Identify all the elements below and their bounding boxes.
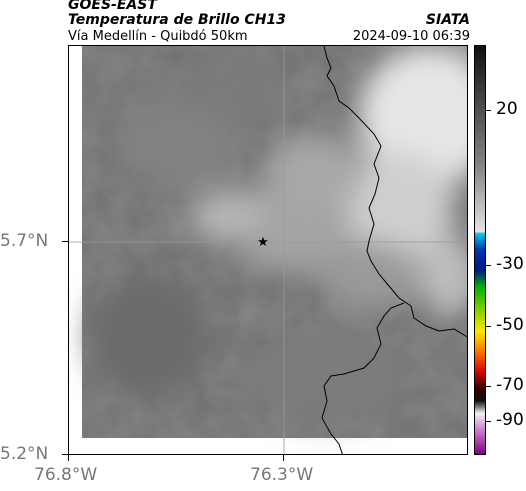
colorbar-tick-mark xyxy=(486,265,491,266)
satellite-map: ★ xyxy=(68,45,468,455)
boundary-line xyxy=(321,302,405,454)
colorbar-label: -50 xyxy=(496,315,524,335)
brightness-temperature-image: ★ xyxy=(69,46,467,454)
colorbar-tick-mark xyxy=(486,326,491,327)
colorbar-label: -90 xyxy=(496,410,524,430)
colorbar-tick-mark xyxy=(486,386,491,387)
temperature-colorbar xyxy=(474,45,486,455)
agency-label: SIATA xyxy=(425,12,470,28)
y-tick-mark xyxy=(62,454,68,455)
star-icon: ★ xyxy=(257,235,269,250)
colorbar-tick-mark xyxy=(486,110,491,111)
timestamp-label: 2024-09-10 06:39 xyxy=(352,29,470,44)
product-title: Temperatura de Brillo CH13 xyxy=(68,12,286,28)
location-label: Vía Medellín - Quibdó 50km xyxy=(68,29,248,44)
colorbar-label: -30 xyxy=(496,254,524,274)
colorbar-label: -70 xyxy=(496,375,524,395)
colorbar-label: 20 xyxy=(496,99,518,119)
x-tick-mark xyxy=(283,455,284,461)
boundary-line xyxy=(323,46,467,338)
x-tick-label: 76.8°W xyxy=(34,465,98,485)
y-tick-label: 5.7°N xyxy=(0,231,49,251)
satellite-title: GOES-EAST xyxy=(68,0,157,13)
x-tick-label: 76.3°W xyxy=(250,465,314,485)
y-tick-mark xyxy=(62,241,68,242)
colorbar-tick-mark xyxy=(486,421,491,422)
x-tick-mark xyxy=(68,455,69,461)
y-tick-label: 5.2°N xyxy=(0,444,49,464)
